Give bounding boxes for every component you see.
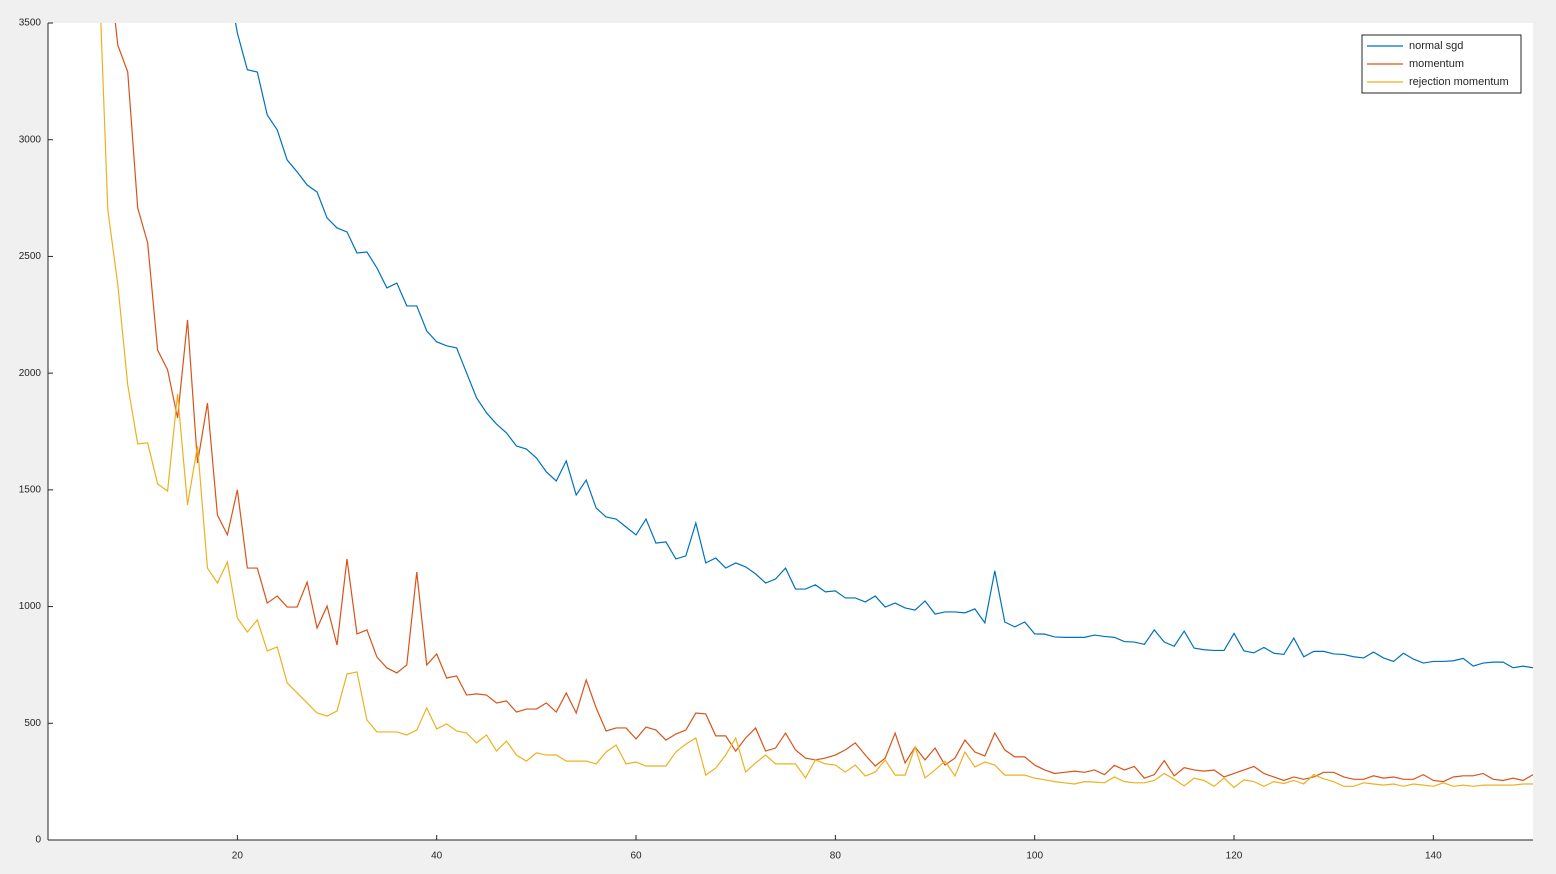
x-tick-label: 80 — [830, 851, 842, 862]
y-tick-label: 3500 — [19, 18, 42, 29]
x-tick-label: 140 — [1425, 851, 1442, 862]
lines — [100, 23, 1533, 789]
x-tick-label: 60 — [630, 851, 642, 862]
y-tick-label: 2000 — [19, 368, 42, 379]
x-tick-label: 20 — [232, 851, 244, 862]
series-line — [234, 23, 1533, 669]
y-tick-label: 500 — [24, 718, 41, 729]
legend-label: momentum — [1409, 58, 1464, 70]
plot-area — [48, 23, 1533, 840]
y-tick-label: 3000 — [19, 134, 42, 145]
x-tick-label: 100 — [1026, 851, 1043, 862]
series-line — [100, 23, 1533, 789]
x-tick-label: 40 — [431, 851, 443, 862]
y-tick-label: 2500 — [19, 251, 42, 262]
legend-label: normal sgd — [1409, 40, 1463, 52]
y-tick-label: 1500 — [19, 484, 42, 495]
legend-label: rejection momentum — [1409, 76, 1509, 88]
x-tick-label: 120 — [1226, 851, 1243, 862]
series-line — [114, 23, 1533, 783]
y-tick-label: 1000 — [19, 601, 42, 612]
y-tick-label: 0 — [35, 835, 41, 846]
